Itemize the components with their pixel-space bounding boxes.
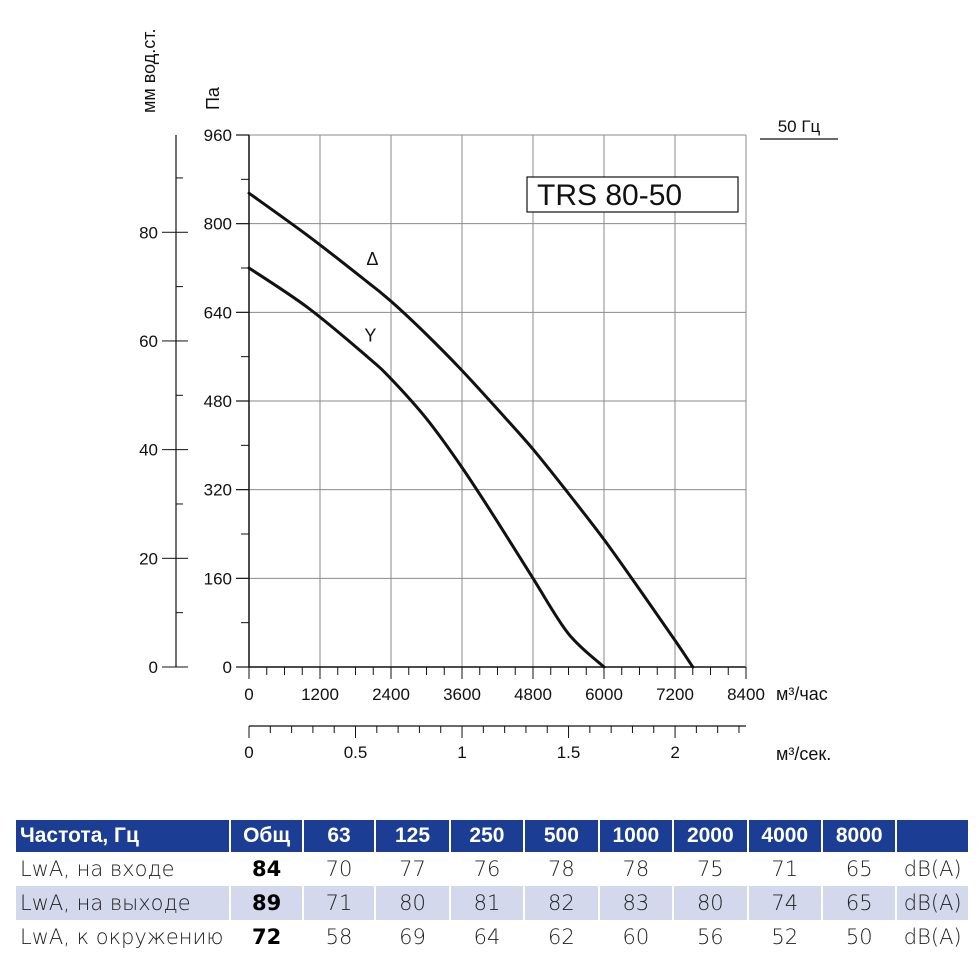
cell-500: 62 (548, 925, 575, 949)
cell-125: 69 (399, 925, 426, 949)
row-unit: dB(A) (903, 857, 962, 881)
cell-125: 77 (399, 857, 426, 881)
x-tick-label: 2400 (372, 685, 410, 704)
cell-2000: 80 (674, 886, 747, 920)
cell-4000: 71 (771, 857, 799, 881)
noise-table: Частота, Гц Общ 63 125 250 500 1000 2000… (14, 820, 970, 954)
y-tick-label: 960 (204, 126, 232, 145)
header-63: 63 (303, 820, 375, 852)
y2-tick-label: 40 (139, 441, 158, 460)
y-axis-label: Па (203, 86, 223, 110)
x-axis-label: м³/час (776, 684, 828, 704)
x-tick-label: 3600 (443, 685, 481, 704)
row-label: LwA, на выходе (16, 886, 230, 920)
y-tick-label: 800 (204, 215, 232, 234)
cell-250: 76 (473, 857, 501, 881)
x-tick-label: 6000 (585, 685, 623, 704)
noise-table-header: Частота, Гц Общ 63 125 250 500 1000 2000… (16, 820, 968, 852)
cell-8000: 65 (845, 857, 873, 881)
chart-labels: 0 1200 2400 3600 4800 6000 7200 840001603204806… (139, 29, 831, 764)
cell-125: 80 (376, 886, 449, 920)
cell-2000: 75 (696, 857, 724, 881)
x-tick-label: 8400 (727, 685, 765, 704)
table-row: LwA, на выходе 89 71 80 81 82 83 80 74 6… (16, 886, 968, 920)
header-2000: 2000 (674, 820, 747, 852)
x2-tick-label: 1.5 (557, 743, 581, 762)
curve-star (247, 266, 606, 669)
header-frequency: Частота, Гц (16, 820, 230, 852)
chart-grid (248, 134, 747, 668)
header-1000: 1000 (599, 820, 673, 852)
cell-4000: 74 (748, 886, 821, 920)
cell-2000: 56 (696, 925, 724, 949)
y2-tick-label: 60 (139, 332, 158, 351)
cell-1000: 78 (622, 857, 650, 881)
row-total: 72 (251, 925, 282, 949)
header-500: 500 (525, 820, 598, 852)
frequency-label: 50 Гц (778, 117, 821, 136)
model-title: TRS 80-50 (537, 179, 682, 212)
cell-63: 70 (325, 857, 353, 881)
row-total: 89 (231, 886, 302, 920)
y2-tick-label: 0 (149, 658, 158, 677)
x2-tick-label: 1 (457, 743, 466, 762)
model-box (526, 176, 739, 213)
cell-500: 82 (525, 886, 598, 920)
fan-performance-chart: 0 1200 2400 3600 4800 6000 7200 840001603204806… (139, 29, 838, 764)
y-tick-label: 160 (204, 569, 232, 588)
curve-label-star: Y (364, 326, 376, 346)
header-125: 125 (376, 820, 449, 852)
row-unit: dB(A) (897, 886, 968, 920)
cell-4000: 52 (771, 925, 799, 949)
x2-axis-label: м³/сек. (776, 744, 831, 764)
cell-8000: 65 (822, 886, 896, 920)
cell-1000: 83 (599, 886, 673, 920)
cell-250: 64 (473, 925, 501, 949)
table-row: LwA, к окружению 72 58 69 64 62 60 56 52… (16, 920, 968, 954)
y2-tick-label: 80 (139, 223, 158, 242)
cell-250: 81 (450, 886, 524, 920)
header-4000: 4000 (748, 820, 821, 852)
x2-tick-label: 0 (244, 743, 253, 762)
curve-delta (247, 191, 695, 669)
header-8000: 8000 (822, 820, 896, 852)
header-unit (897, 820, 968, 852)
y-tick-label: 640 (204, 303, 232, 322)
x-tick-label: 4800 (514, 685, 552, 704)
row-label: LwA, к окружению (20, 925, 224, 949)
y2-tick-label: 20 (139, 549, 158, 568)
header-250: 250 (450, 820, 524, 852)
x2-tick-label: 0.5 (344, 743, 368, 762)
header-total: Общ (231, 820, 302, 852)
y-tick-label: 320 (204, 481, 232, 500)
x-tick-label: 0 (244, 685, 253, 704)
y2-axis-label: мм вод.ст. (139, 29, 159, 113)
table-row: LwA, на входе 84 70 77 76 78 78 75 71 65… (16, 852, 968, 886)
cell-63: 58 (325, 925, 353, 949)
row-unit: dB(A) (903, 925, 962, 949)
row-total: 84 (251, 857, 282, 881)
curve-label-delta: Δ (366, 249, 378, 269)
y-tick-label: 480 (204, 392, 232, 411)
row-label: LwA, на входе (20, 857, 175, 881)
x-tick-label: 1200 (301, 685, 339, 704)
cell-63: 71 (303, 886, 375, 920)
cell-8000: 50 (845, 925, 873, 949)
x2-tick-label: 2 (670, 743, 679, 762)
cell-1000: 60 (622, 925, 650, 949)
cell-500: 78 (548, 857, 575, 881)
x-tick-label: 7200 (656, 685, 694, 704)
y-tick-label: 0 (223, 658, 232, 677)
chart-axes (162, 134, 838, 738)
chart-curves (247, 191, 695, 669)
